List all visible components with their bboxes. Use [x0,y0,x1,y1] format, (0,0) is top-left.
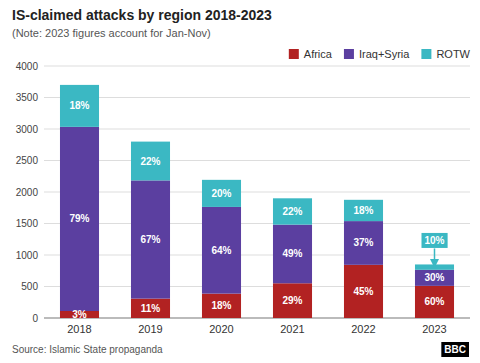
y-tick-label: 3000 [16,124,39,135]
data-label: 11% [141,303,161,314]
bar-segment [202,294,241,318]
data-label: 18% [353,205,373,216]
y-tick-label: 500 [21,281,38,292]
x-tick-label: 2019 [138,323,162,335]
bars [60,85,454,318]
grid-line [44,160,470,161]
x-tick-label: 2018 [67,323,91,335]
bar-segment [273,198,312,224]
bar-segment [273,283,312,318]
credit-box [441,342,469,357]
grid-line [44,255,470,256]
data-label: 29% [282,295,302,306]
callout-arrow [434,248,436,267]
data-label: 3% [72,309,87,320]
y-tick-label: 1500 [16,218,39,229]
data-label: 22% [282,206,302,217]
subtitle: (Note: 2023 figures account for Jan-Nov) [12,27,211,39]
data-label: 10% [424,235,444,246]
grid-line [44,223,470,224]
y-tick-label: 2500 [16,155,39,166]
legend-swatch [421,49,431,59]
bar-segment [131,299,170,318]
bar-segment [202,180,241,207]
bar-segment [415,286,454,318]
data-label: 22% [140,156,160,167]
data-label: 64% [211,245,231,256]
bar-segment [202,207,241,294]
y-tick-label: 3500 [16,92,39,103]
y-tick-label: 2000 [16,187,39,198]
grid-line [44,129,470,130]
legend: ROTW Iraq+Syria Africa [289,48,471,60]
x-axis-line [44,318,470,319]
bar-segment [344,221,383,265]
bar-segment [131,180,170,298]
data-label: 79% [69,213,89,224]
bar-segment [60,85,99,127]
title: IS-claimed attacks by region 2018-2023 [12,7,272,23]
data-label: 67% [140,234,160,245]
legend-label: ROTW [436,48,470,60]
data-label: 18% [69,100,89,111]
bar-segment [344,265,383,318]
chart: IS-claimed attacks by region 2018-2023 (N… [0,0,480,363]
legend-swatch [344,49,354,59]
data-label: 20% [211,188,231,199]
callout: 10% [421,233,447,267]
legend-swatch [289,49,299,59]
grid-line [44,318,470,319]
grid-line [44,192,470,193]
grid-line [44,66,470,67]
bar-segment [273,225,312,284]
y-tick-label: 4000 [16,61,39,72]
grid-line [44,97,470,98]
bar-segment [344,200,383,221]
credit-text: BBC [444,344,466,355]
grid-line [44,286,470,287]
credit: BBC [441,342,469,357]
x-tick-label: 2023 [422,323,446,335]
x-tick-label: 2022 [351,323,375,335]
legend-label: Africa [304,48,333,60]
y-tick-label: 1000 [16,250,39,261]
data-label: 30% [424,272,444,283]
legend-label: Iraq+Syria [359,48,410,60]
data-label: 49% [282,248,302,259]
callout-box [421,233,447,248]
source: Source: Islamic State propaganda [12,344,163,355]
bar-segment [131,142,170,181]
bar-labels: 3% 79% 18% 11% 67% 22% 18% 64% 20% 29% 49% 22% 45% 37… [69,100,447,320]
data-label: 18% [211,300,231,311]
x-tick-label: 2020 [209,323,233,335]
data-label: 45% [353,286,373,297]
data-label: 37% [353,237,373,248]
y-tick-label: 0 [32,313,38,324]
x-tick-label: 2021 [280,323,304,335]
bar-segment [60,127,99,311]
grid [44,66,470,318]
bar-segment [415,270,454,286]
data-label: 60% [424,296,444,307]
